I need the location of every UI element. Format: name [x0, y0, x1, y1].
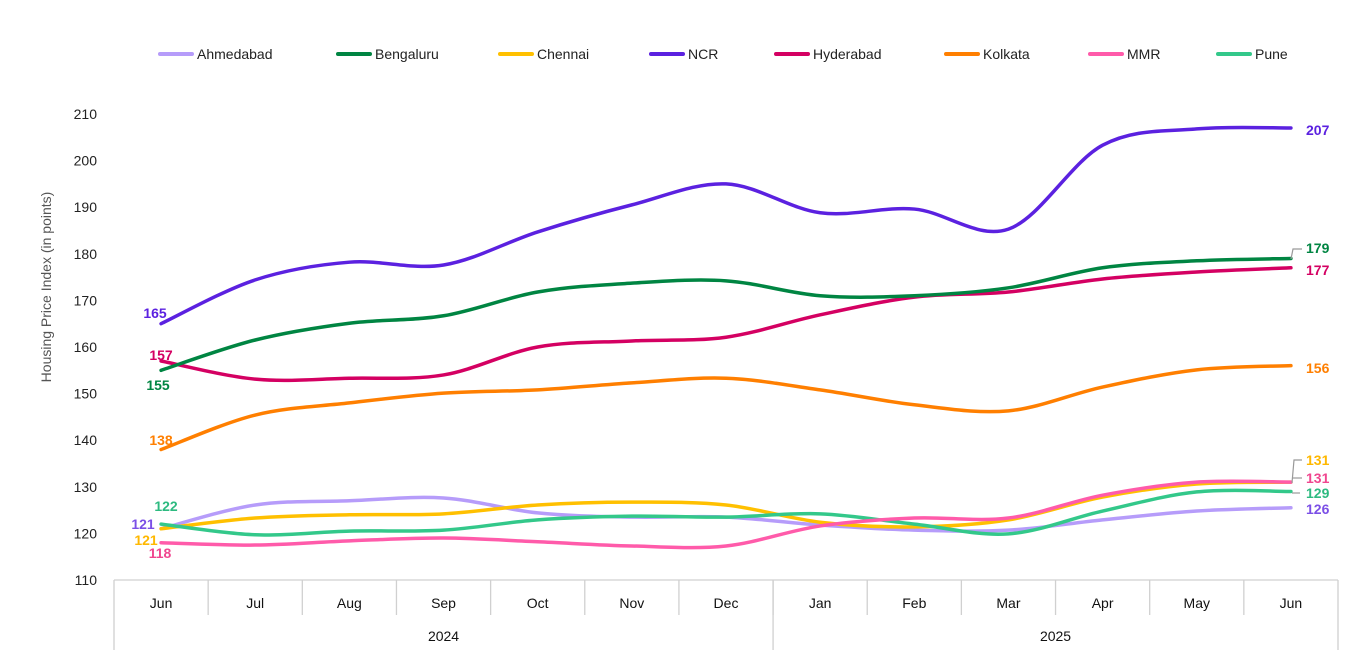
x-tick-label: Jan	[809, 595, 832, 611]
x-tick-label: Nov	[619, 595, 644, 611]
series-line-hyderabad	[159, 266, 1293, 383]
series-lines	[159, 125, 1293, 550]
y-tick-label: 210	[74, 106, 98, 122]
end-label-hyderabad: 177	[1306, 262, 1330, 278]
legend-label: Chennai	[537, 46, 589, 62]
legend: Ahmedabad Bengaluru Chennai NCR Hyderabad Kol…	[158, 46, 1288, 62]
legend-item-ncr[interactable]: NCR	[649, 46, 718, 62]
series-line-ncr	[159, 125, 1293, 326]
y-tick-label: 180	[74, 246, 98, 262]
series-line-bengaluru	[159, 256, 1293, 373]
x-tick-label: Dec	[714, 595, 739, 611]
start-label-kolkata: 138	[149, 432, 173, 448]
y-tick-label: 120	[74, 525, 98, 541]
series-line-mmr	[159, 479, 1293, 550]
data-labels: 121 126 155 179 121 131 165 207 157 177 138 156 118 1…	[131, 122, 1329, 561]
x-tick-label: Sep	[431, 595, 456, 611]
y-tick-label: 130	[74, 479, 98, 495]
y-axis-ticks: 110 120 130 140 150 160 170 180 190 200 210	[74, 106, 98, 588]
y-tick-label: 110	[75, 572, 98, 588]
start-label-pune: 122	[154, 498, 178, 514]
start-label-mmr: 118	[149, 545, 172, 561]
legend-item-ahmedabad[interactable]: Ahmedabad	[158, 46, 273, 62]
legend-label: Hyderabad	[813, 46, 882, 62]
year-group-label: 2025	[1040, 628, 1071, 644]
end-label-ahmedabad: 126	[1306, 501, 1330, 517]
start-label-ncr: 165	[143, 305, 167, 321]
x-axis: Jun Jul Aug Sep Oct Nov Dec Jan Feb Mar Apr May Jun 2…	[113, 579, 1339, 650]
end-label-mmr: 131	[1306, 470, 1330, 486]
legend-item-bengaluru[interactable]: Bengaluru	[336, 46, 439, 62]
x-tick-label: Jun	[150, 595, 173, 611]
legend-item-hyderabad[interactable]: Hyderabad	[774, 46, 882, 62]
y-tick-label: 140	[74, 432, 98, 448]
legend-label: Pune	[1255, 46, 1288, 62]
x-tick-label: May	[1184, 595, 1210, 611]
y-tick-label: 160	[74, 339, 98, 355]
legend-item-mmr[interactable]: MMR	[1088, 46, 1160, 62]
legend-item-kolkata[interactable]: Kolkata	[944, 46, 1030, 62]
legend-label: Ahmedabad	[197, 46, 273, 62]
start-label-chennai: 121	[134, 532, 158, 548]
y-tick-label: 150	[74, 386, 98, 402]
start-label-bengaluru: 155	[146, 377, 170, 393]
series-line-kolkata	[159, 363, 1293, 452]
legend-label: Kolkata	[983, 46, 1030, 62]
y-tick-label: 200	[74, 153, 98, 169]
x-tick-label: Jun	[1280, 595, 1303, 611]
x-tick-label: Aug	[337, 595, 362, 611]
start-label-ahmedabad: 121	[131, 516, 155, 532]
x-tick-label: Oct	[527, 595, 549, 611]
legend-label: MMR	[1127, 46, 1160, 62]
series-line-pune	[159, 488, 1293, 537]
year-group-label: 2024	[428, 628, 459, 644]
legend-label: NCR	[688, 46, 718, 62]
y-tick-label: 170	[74, 292, 98, 308]
legend-item-chennai[interactable]: Chennai	[498, 46, 589, 62]
x-tick-label: Apr	[1092, 595, 1114, 611]
series-line-chennai	[159, 480, 1293, 531]
x-tick-label: Feb	[902, 595, 926, 611]
start-label-hyderabad: 157	[149, 347, 173, 363]
end-label-bengaluru: 179	[1306, 240, 1330, 256]
end-label-pune: 129	[1306, 485, 1330, 501]
x-tick-label: Jul	[246, 595, 264, 611]
y-axis-title: Housing Price Index (in points)	[38, 192, 54, 383]
label-leader-line	[1290, 248, 1302, 260]
legend-item-pune[interactable]: Pune	[1216, 46, 1288, 62]
x-tick-label: Mar	[996, 595, 1020, 611]
legend-label: Bengaluru	[375, 46, 439, 62]
end-label-chennai: 131	[1306, 452, 1330, 468]
end-label-kolkata: 156	[1306, 360, 1330, 376]
label-leader-line	[1291, 459, 1302, 484]
end-label-ncr: 207	[1306, 122, 1330, 138]
y-tick-label: 190	[74, 199, 98, 215]
